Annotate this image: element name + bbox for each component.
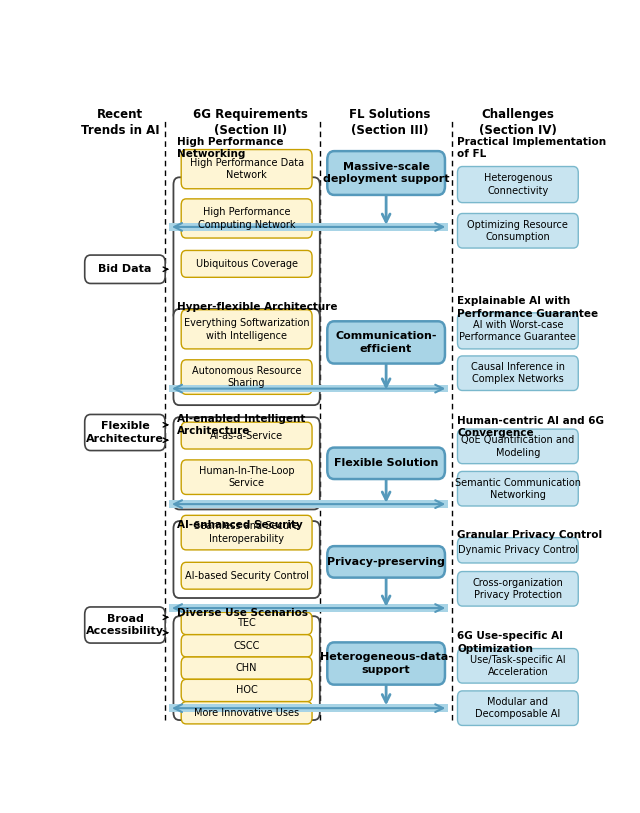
FancyBboxPatch shape — [458, 691, 579, 725]
Text: AI with Worst-case
Performance Guarantee: AI with Worst-case Performance Guarantee — [460, 320, 576, 342]
FancyBboxPatch shape — [173, 521, 320, 598]
FancyBboxPatch shape — [327, 151, 445, 195]
FancyBboxPatch shape — [181, 360, 312, 394]
FancyBboxPatch shape — [458, 429, 579, 463]
FancyBboxPatch shape — [173, 616, 320, 720]
Text: Human-In-The-Loop
Service: Human-In-The-Loop Service — [199, 466, 294, 489]
Text: CSCC: CSCC — [234, 641, 260, 650]
Text: Massive-scale
deployment support: Massive-scale deployment support — [323, 162, 449, 185]
Text: High Performance
Networking: High Performance Networking — [177, 137, 284, 159]
Text: AI-based Security Control: AI-based Security Control — [184, 571, 308, 580]
Text: TEC: TEC — [237, 619, 256, 628]
Text: Heterogeneous-data-
support: Heterogeneous-data- support — [320, 652, 452, 675]
FancyBboxPatch shape — [458, 214, 579, 248]
FancyBboxPatch shape — [327, 448, 445, 479]
Text: Ubiquitous Coverage: Ubiquitous Coverage — [196, 259, 298, 269]
Text: 6G Use-specific AI
Optimization: 6G Use-specific AI Optimization — [458, 631, 563, 654]
Text: Hyper-flexible Architecture: Hyper-flexible Architecture — [177, 302, 337, 311]
FancyBboxPatch shape — [181, 563, 312, 589]
FancyBboxPatch shape — [458, 313, 579, 349]
Text: Use/Task-specific AI
Acceleration: Use/Task-specific AI Acceleration — [470, 654, 566, 677]
Text: QoE Quantification and
Modeling: QoE Quantification and Modeling — [461, 435, 575, 458]
Text: Cross-organization
Privacy Protection: Cross-organization Privacy Protection — [472, 577, 563, 600]
Text: Explainable AI with
Performance Guarantee: Explainable AI with Performance Guarante… — [458, 296, 598, 319]
FancyBboxPatch shape — [458, 472, 579, 506]
FancyBboxPatch shape — [181, 657, 312, 679]
Text: Semantic Communication
Networking: Semantic Communication Networking — [455, 477, 581, 500]
Text: Diverse Use Scenarios: Diverse Use Scenarios — [177, 608, 308, 618]
Text: Seamless and Secure
Interoperability: Seamless and Secure Interoperability — [195, 521, 299, 544]
Bar — [169, 500, 448, 508]
FancyBboxPatch shape — [181, 460, 312, 494]
Text: AI-enabled Intelligent
Architecture: AI-enabled Intelligent Architecture — [177, 414, 305, 437]
Text: AI-as-a-Service: AI-as-a-Service — [210, 431, 283, 441]
Text: HOC: HOC — [236, 685, 257, 695]
Text: Communication-
efficient: Communication- efficient — [335, 331, 437, 354]
Text: Broad
Accessibility: Broad Accessibility — [86, 614, 164, 637]
Text: AI-enhanced Security: AI-enhanced Security — [177, 520, 303, 529]
Text: 6G Requirements
(Section II): 6G Requirements (Section II) — [193, 107, 308, 137]
FancyBboxPatch shape — [458, 537, 579, 563]
FancyBboxPatch shape — [181, 680, 312, 702]
Bar — [169, 223, 448, 231]
FancyBboxPatch shape — [458, 649, 579, 683]
FancyBboxPatch shape — [181, 702, 312, 724]
FancyBboxPatch shape — [181, 250, 312, 277]
Text: More Innovative Uses: More Innovative Uses — [194, 708, 299, 718]
Text: Heterogenous
Connectivity: Heterogenous Connectivity — [484, 173, 552, 196]
Text: Everything Softwarization
with Intelligence: Everything Softwarization with Intellige… — [184, 318, 309, 341]
Text: Recent
Trends in AI: Recent Trends in AI — [81, 107, 159, 137]
Text: Privacy-preserving: Privacy-preserving — [327, 557, 445, 567]
Text: Modular and
Decomposable AI: Modular and Decomposable AI — [476, 697, 561, 720]
FancyBboxPatch shape — [173, 417, 320, 510]
Text: Practical Implementation
of FL: Practical Implementation of FL — [458, 137, 607, 159]
FancyBboxPatch shape — [181, 422, 312, 449]
Text: CHN: CHN — [236, 663, 257, 673]
FancyBboxPatch shape — [327, 642, 445, 685]
FancyBboxPatch shape — [327, 546, 445, 577]
FancyBboxPatch shape — [458, 572, 579, 606]
Bar — [169, 704, 448, 712]
FancyBboxPatch shape — [458, 356, 579, 390]
FancyBboxPatch shape — [84, 255, 165, 284]
Text: Bid Data: Bid Data — [99, 264, 152, 274]
Text: Optimizing Resource
Consumption: Optimizing Resource Consumption — [467, 220, 568, 242]
FancyBboxPatch shape — [181, 635, 312, 657]
Text: High Performance
Computing Network: High Performance Computing Network — [198, 207, 296, 229]
FancyBboxPatch shape — [181, 150, 312, 189]
FancyBboxPatch shape — [84, 607, 165, 643]
FancyBboxPatch shape — [173, 309, 320, 405]
Text: Human-centric AI and 6G
Convergence: Human-centric AI and 6G Convergence — [458, 415, 604, 438]
Bar — [169, 604, 448, 612]
Text: FL Solutions
(Section III): FL Solutions (Section III) — [349, 107, 431, 137]
Text: Autonomous Resource
Sharing: Autonomous Resource Sharing — [192, 366, 301, 389]
FancyBboxPatch shape — [181, 612, 312, 635]
Text: Causal Inference in
Complex Networks: Causal Inference in Complex Networks — [471, 362, 565, 385]
FancyBboxPatch shape — [327, 321, 445, 363]
Text: High Performance Data
Network: High Performance Data Network — [189, 158, 304, 180]
Bar — [169, 385, 448, 393]
FancyBboxPatch shape — [458, 167, 579, 202]
Text: Challenges
(Section IV): Challenges (Section IV) — [479, 107, 557, 137]
Text: Dynamic Privacy Control: Dynamic Privacy Control — [458, 546, 578, 555]
FancyBboxPatch shape — [181, 515, 312, 550]
Text: Granular Privacy Control: Granular Privacy Control — [458, 529, 602, 540]
Text: Flexible
Architecture: Flexible Architecture — [86, 421, 164, 444]
FancyBboxPatch shape — [181, 310, 312, 349]
FancyBboxPatch shape — [181, 199, 312, 238]
Text: Flexible Solution: Flexible Solution — [334, 459, 438, 468]
FancyBboxPatch shape — [173, 177, 320, 321]
FancyBboxPatch shape — [84, 415, 165, 450]
